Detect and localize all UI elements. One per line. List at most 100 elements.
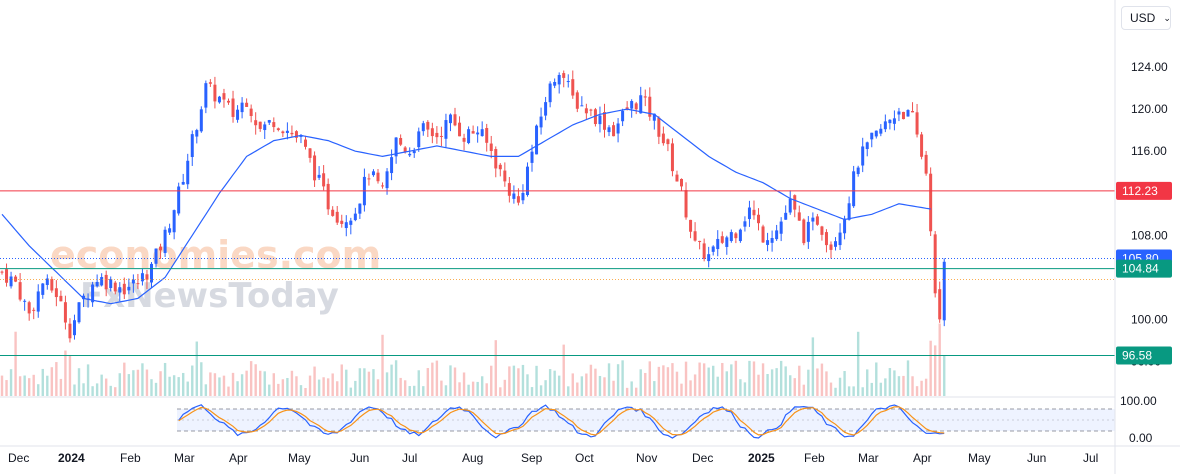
volume-bar: [349, 387, 353, 396]
candle-body: [897, 111, 901, 115]
candle-body: [711, 246, 715, 252]
volume-bar: [761, 363, 765, 396]
candle-body: [458, 122, 462, 137]
volume-bar: [499, 387, 502, 396]
candle-body: [399, 137, 403, 145]
stochastic-k-line: [178, 404, 945, 439]
candle-body: [5, 269, 9, 283]
month-label: Jun: [1027, 451, 1046, 465]
candle-body: [18, 282, 22, 300]
price-tick-label: 116.00: [1131, 144, 1167, 158]
candle-body: [503, 170, 507, 182]
volume-bar: [639, 369, 642, 396]
price-tick-label: 108.00: [1131, 228, 1168, 242]
volume-bar: [449, 365, 452, 396]
volume-bar: [254, 364, 257, 396]
volume-bar: [195, 341, 198, 396]
volume-bar: [752, 361, 756, 396]
volume-bar: [571, 373, 574, 396]
volume-bar: [50, 367, 54, 396]
candle-body: [616, 123, 620, 134]
volume-bars: [0, 323, 946, 396]
candle-body: [208, 82, 212, 84]
candle-body: [471, 131, 475, 134]
candle-body: [376, 172, 380, 182]
volume-bar: [390, 364, 393, 396]
volume-bar: [757, 374, 760, 396]
volume-bar: [875, 362, 878, 396]
volume-bar: [811, 337, 815, 396]
volume-bar: [870, 382, 873, 396]
volume-bar: [467, 384, 470, 396]
candle-body: [906, 110, 910, 117]
month-label: 2025: [748, 451, 775, 465]
candle-body: [417, 131, 421, 148]
stoch-tick-0: 0.00: [1129, 431, 1153, 445]
volume-bar: [884, 378, 887, 396]
candle-body: [539, 116, 543, 128]
volume-bar: [186, 381, 189, 396]
volume-bar: [245, 370, 248, 396]
month-label: May: [968, 451, 991, 465]
candle-body: [462, 137, 466, 142]
candle-body: [227, 100, 230, 103]
volume-bar: [59, 378, 63, 396]
candle-body: [852, 171, 856, 207]
candle-body: [204, 83, 208, 108]
volume-bar: [263, 371, 266, 396]
volume-bar: [322, 377, 325, 396]
volume-bar: [567, 386, 570, 396]
candle-body: [566, 81, 570, 83]
watermark-logo-line1: economies.com: [50, 233, 381, 277]
volume-bar: [222, 375, 226, 396]
level-badge-resistance: [1116, 181, 1172, 200]
month-label: May: [288, 451, 311, 465]
volume-bar: [748, 360, 751, 396]
candle-body: [322, 173, 326, 187]
volume-bar: [422, 386, 425, 396]
volume-bar: [562, 344, 565, 396]
volume-bar: [825, 371, 828, 396]
level-badge-label: 96.58: [1122, 348, 1152, 362]
volume-bar: [933, 345, 937, 396]
candle-body: [630, 101, 634, 109]
volume-bar: [304, 387, 307, 396]
volume-bar: [644, 372, 647, 396]
candle-body: [190, 134, 194, 158]
currency-select[interactable]: USD ⌄: [1121, 6, 1171, 30]
month-label: Dec: [692, 451, 713, 465]
volume-bar: [548, 369, 552, 396]
candle-body: [45, 278, 49, 285]
volume-bar: [621, 360, 624, 396]
volume-bar: [417, 370, 420, 396]
candle-body: [344, 222, 348, 229]
month-label: Nov: [636, 451, 657, 465]
candle-body: [213, 84, 217, 102]
volume-bar: [775, 368, 778, 396]
candle-body: [249, 108, 253, 117]
candle-body: [145, 274, 149, 280]
candle-body: [186, 160, 190, 185]
volume-bar: [635, 387, 638, 396]
candle-body: [911, 111, 915, 113]
volume-bar: [834, 387, 837, 396]
candle-body: [385, 171, 389, 189]
volume-bar: [816, 368, 819, 396]
volume-bar: [331, 373, 334, 396]
volume-bar: [340, 364, 343, 396]
candle-body: [689, 219, 693, 232]
candle-body: [707, 254, 711, 262]
volume-bar: [716, 376, 719, 396]
candle-body: [127, 286, 131, 291]
volume-bar: [675, 371, 679, 396]
volume-bar: [866, 369, 869, 396]
volume-bar: [191, 365, 194, 396]
candle-body: [589, 109, 593, 111]
candle-body: [245, 102, 249, 107]
volume-bar: [698, 362, 701, 396]
candle-body: [734, 233, 738, 239]
volume-bar: [363, 368, 366, 396]
candle-body: [412, 150, 416, 154]
volume-bar: [313, 366, 316, 396]
